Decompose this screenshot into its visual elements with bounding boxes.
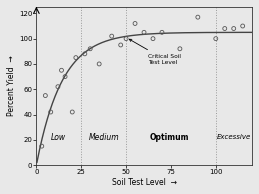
Point bbox=[151, 37, 155, 40]
Point bbox=[63, 75, 67, 78]
Point bbox=[49, 110, 53, 113]
Point bbox=[214, 37, 218, 40]
Point bbox=[74, 56, 78, 59]
Point bbox=[83, 52, 87, 55]
Point bbox=[142, 31, 146, 34]
Point bbox=[97, 62, 101, 66]
Point bbox=[160, 31, 164, 34]
Point bbox=[110, 35, 114, 38]
Point bbox=[59, 69, 63, 72]
Point bbox=[70, 110, 74, 113]
X-axis label: Soil Test Level  →: Soil Test Level → bbox=[112, 178, 177, 187]
Point bbox=[133, 22, 137, 25]
Point bbox=[40, 145, 44, 148]
Text: Critical Soil
Test Level: Critical Soil Test Level bbox=[129, 39, 181, 65]
Point bbox=[124, 37, 128, 40]
Text: Optimum: Optimum bbox=[149, 133, 189, 142]
Point bbox=[241, 24, 245, 28]
Point bbox=[196, 16, 200, 19]
Text: Low: Low bbox=[51, 133, 66, 142]
Point bbox=[43, 94, 47, 97]
Point bbox=[178, 47, 182, 50]
Point bbox=[232, 27, 236, 30]
Point bbox=[56, 85, 60, 88]
Point bbox=[88, 47, 92, 50]
Text: Medium: Medium bbox=[88, 133, 119, 142]
Point bbox=[223, 27, 227, 30]
Point bbox=[119, 43, 123, 47]
Text: Excessive: Excessive bbox=[217, 134, 251, 140]
Y-axis label: Percent Yield  →: Percent Yield → bbox=[7, 56, 16, 116]
